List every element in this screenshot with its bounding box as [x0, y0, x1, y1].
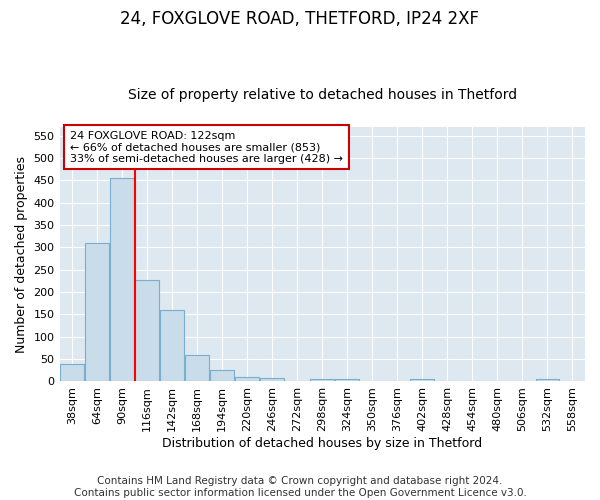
X-axis label: Distribution of detached houses by size in Thetford: Distribution of detached houses by size … — [162, 437, 482, 450]
Bar — [410, 379, 434, 382]
Bar — [85, 242, 109, 382]
Text: Contains HM Land Registry data © Crown copyright and database right 2024.
Contai: Contains HM Land Registry data © Crown c… — [74, 476, 526, 498]
Bar — [160, 310, 184, 382]
Title: Size of property relative to detached houses in Thetford: Size of property relative to detached ho… — [128, 88, 517, 102]
Bar — [235, 376, 259, 382]
Bar — [135, 280, 159, 382]
Bar — [110, 178, 134, 382]
Bar — [260, 378, 284, 382]
Bar — [536, 379, 559, 382]
Bar — [185, 355, 209, 382]
Bar — [210, 370, 234, 382]
Y-axis label: Number of detached properties: Number of detached properties — [15, 156, 28, 352]
Bar — [335, 379, 359, 382]
Bar — [60, 364, 84, 382]
Text: 24 FOXGLOVE ROAD: 122sqm
← 66% of detached houses are smaller (853)
33% of semi-: 24 FOXGLOVE ROAD: 122sqm ← 66% of detach… — [70, 130, 343, 164]
Text: 24, FOXGLOVE ROAD, THETFORD, IP24 2XF: 24, FOXGLOVE ROAD, THETFORD, IP24 2XF — [121, 10, 479, 28]
Bar — [310, 379, 334, 382]
